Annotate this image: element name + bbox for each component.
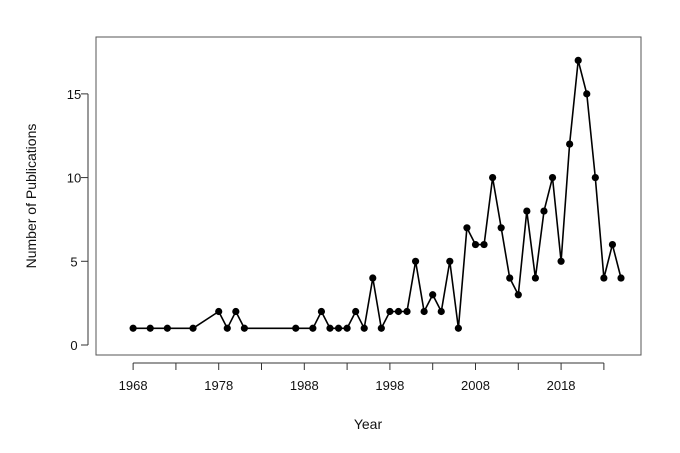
data-point bbox=[309, 324, 317, 332]
x-tick-label: 1988 bbox=[290, 378, 319, 393]
x-tick-label: 1978 bbox=[204, 378, 233, 393]
data-point bbox=[514, 291, 522, 299]
x-tick-label: 2018 bbox=[547, 378, 576, 393]
data-point bbox=[617, 274, 625, 282]
data-point bbox=[386, 307, 394, 316]
data-point bbox=[557, 257, 565, 265]
data-point bbox=[531, 274, 540, 282]
data-point bbox=[540, 207, 548, 215]
data-point bbox=[163, 324, 171, 332]
data-point bbox=[232, 307, 240, 316]
data-point bbox=[523, 207, 531, 215]
data-point bbox=[343, 324, 351, 332]
x-axis-title: Year bbox=[354, 416, 383, 432]
data-point bbox=[334, 324, 343, 332]
data-point bbox=[394, 307, 403, 316]
data-point bbox=[411, 257, 420, 265]
data-point bbox=[608, 240, 617, 249]
data-point bbox=[446, 257, 454, 265]
plot-frame bbox=[95, 36, 642, 356]
y-tick-label: 5 bbox=[70, 254, 77, 269]
data-point bbox=[429, 291, 437, 299]
x-tick-label: 2008 bbox=[461, 378, 490, 393]
x-tick-label: 1968 bbox=[119, 378, 148, 393]
data-point bbox=[471, 240, 480, 249]
y-axis: 0 5 10 15 bbox=[67, 87, 89, 353]
data-point bbox=[240, 324, 248, 332]
data-point bbox=[317, 307, 326, 316]
data-point bbox=[420, 307, 428, 316]
data-point bbox=[548, 173, 557, 182]
data-point bbox=[506, 274, 514, 282]
data-point bbox=[463, 224, 471, 232]
data-point bbox=[497, 224, 505, 232]
data-point bbox=[591, 173, 599, 182]
data-point bbox=[369, 274, 377, 282]
x-tick-label: 1998 bbox=[375, 378, 404, 393]
series-layer bbox=[129, 56, 625, 332]
data-point bbox=[352, 307, 360, 316]
data-point bbox=[360, 324, 368, 332]
data-point bbox=[454, 324, 462, 332]
data-point bbox=[377, 324, 385, 332]
data-point bbox=[223, 324, 231, 332]
y-axis-title: Number of Publications bbox=[23, 124, 39, 269]
data-point bbox=[437, 307, 445, 316]
data-point bbox=[326, 324, 334, 332]
data-point bbox=[403, 307, 411, 316]
data-point bbox=[189, 324, 197, 332]
data-point bbox=[129, 324, 137, 332]
data-point bbox=[146, 324, 154, 332]
data-point bbox=[600, 274, 608, 282]
y-tick-label: 10 bbox=[67, 171, 81, 186]
data-point bbox=[566, 140, 574, 148]
data-point bbox=[480, 240, 488, 249]
series-line bbox=[133, 59, 622, 330]
data-point bbox=[489, 173, 497, 182]
data-point bbox=[292, 324, 300, 332]
data-point bbox=[583, 90, 591, 98]
y-tick-label: 0 bbox=[70, 338, 77, 353]
data-point bbox=[215, 307, 223, 316]
y-tick-label: 15 bbox=[67, 87, 81, 102]
x-axis: 1968 1978 1988 1998 2008 2018 bbox=[119, 362, 605, 393]
data-point bbox=[574, 56, 582, 64]
